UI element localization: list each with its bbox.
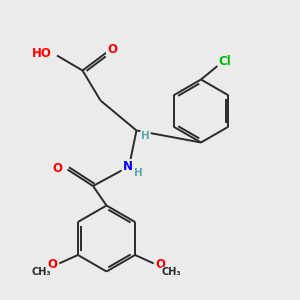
Text: O: O — [107, 43, 117, 56]
Text: CH₃: CH₃ — [162, 267, 182, 278]
Text: H: H — [134, 168, 142, 178]
Text: Cl: Cl — [219, 55, 231, 68]
Text: O: O — [48, 258, 58, 272]
Text: O: O — [52, 161, 62, 175]
Text: O: O — [155, 258, 165, 272]
Text: N: N — [122, 160, 133, 173]
Text: H: H — [141, 131, 150, 141]
Text: CH₃: CH₃ — [32, 267, 51, 278]
Text: HO: HO — [32, 46, 52, 60]
